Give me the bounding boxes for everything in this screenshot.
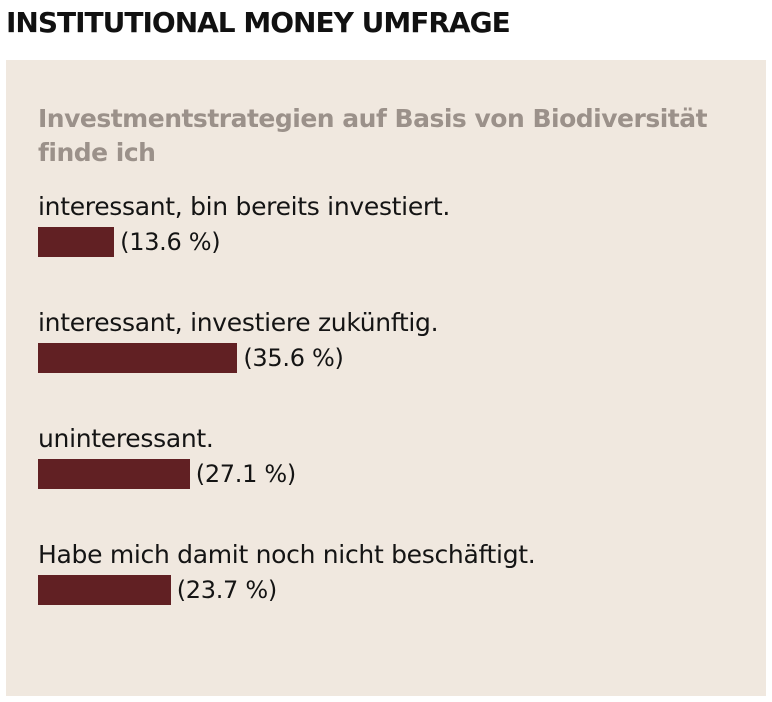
- poll-bar: [38, 575, 171, 605]
- poll-option-label: interessant, bin bereits investiert.: [38, 192, 451, 221]
- poll-panel: Investmentstrategien auf Basis von Biodi…: [6, 60, 766, 696]
- poll-bar-row: (13.6 %): [38, 226, 738, 258]
- poll-bar-row: (35.6 %): [38, 342, 738, 374]
- poll-question: Investmentstrategien auf Basis von Biodi…: [38, 104, 708, 167]
- poll-percent-label: (35.6 %): [243, 344, 344, 372]
- poll-percent-label: (23.7 %): [176, 576, 278, 604]
- poll-bar-row: (23.7 %): [38, 574, 738, 606]
- poll-option-label: Habe mich damit noch nicht beschäftigt.: [38, 540, 536, 569]
- poll-bar-row: (27.1 %): [38, 458, 738, 490]
- poll-bar: [38, 459, 190, 489]
- poll-percent-label: (27.1 %): [195, 460, 297, 488]
- poll-option: uninteressant. (27.1 %): [38, 422, 738, 490]
- poll-option: interessant, bin bereits investiert. (13…: [38, 190, 738, 258]
- poll-option: Habe mich damit noch nicht beschäftigt. …: [38, 538, 738, 606]
- poll-option: interessant, investiere zukünftig. (35.6…: [38, 306, 738, 374]
- poll-percent-label: (13.6 %): [120, 228, 221, 256]
- poll-bar: [38, 343, 238, 373]
- poll-option-label: interessant, investiere zukünftig.: [38, 308, 439, 337]
- poll-bar: [38, 227, 115, 257]
- poll-option-label: uninteressant.: [38, 424, 214, 453]
- page-title: INSTITUTIONAL MONEY UMFRAGE: [6, 6, 511, 39]
